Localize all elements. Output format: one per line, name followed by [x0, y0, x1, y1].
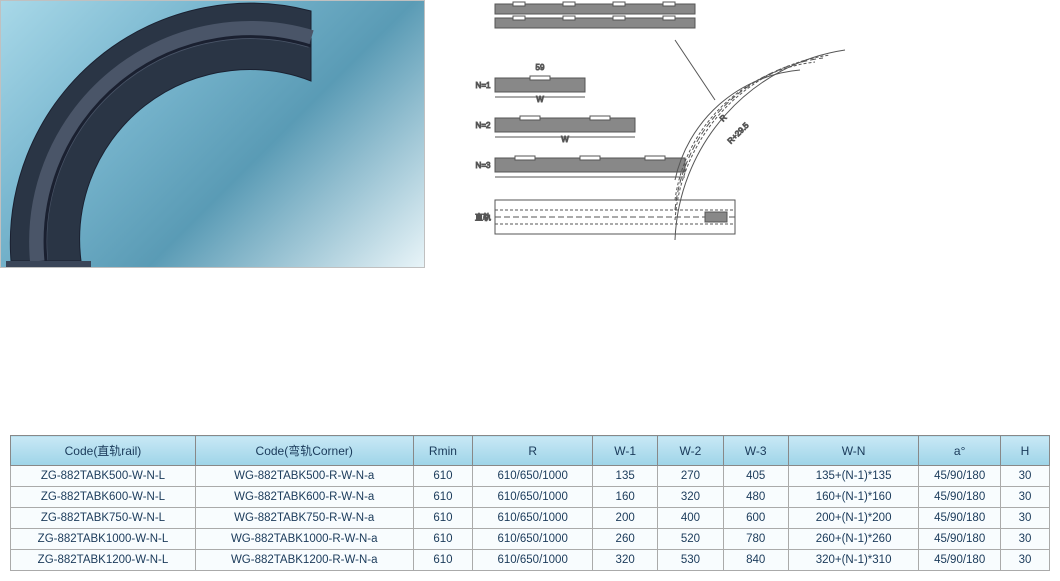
- th-w2: W-2: [658, 436, 723, 466]
- cell-rmin: 610: [413, 508, 473, 529]
- cell-wn: 160+(N-1)*160: [788, 487, 919, 508]
- cell-w3: 480: [723, 487, 788, 508]
- cell-r: 610/650/1000: [473, 487, 593, 508]
- label-59a: 59: [536, 63, 545, 72]
- th-w1: W-1: [593, 436, 658, 466]
- cell-h: 30: [1000, 508, 1049, 529]
- cell-w1: 135: [593, 466, 658, 487]
- label-n2: N=2: [476, 121, 491, 130]
- cell-w1: 200: [593, 508, 658, 529]
- cell-rmin: 610: [413, 550, 473, 571]
- cell-w2: 320: [658, 487, 723, 508]
- cell-wn: 320+(N-1)*310: [788, 550, 919, 571]
- cell-w1: 160: [593, 487, 658, 508]
- spec-table: Code(直轨rail) Code(弯轨Corner) Rmin R W-1 W…: [10, 435, 1050, 571]
- label-r295: R+29.5: [726, 120, 751, 145]
- table-body: ZG-882TABK500-W-N-L WG-882TABK500-R-W-N-…: [11, 466, 1050, 571]
- cell-h: 30: [1000, 487, 1049, 508]
- th-rmin: Rmin: [413, 436, 473, 466]
- cell-code-rail: ZG-882TABK750-W-N-L: [11, 508, 196, 529]
- cell-w2: 530: [658, 550, 723, 571]
- technical-diagram: N=1 W 59 N=2 W: [465, 0, 885, 268]
- cell-w2: 400: [658, 508, 723, 529]
- cell-a: 45/90/180: [919, 550, 1001, 571]
- cell-code-corner: WG-882TABK750-R-W-N-a: [195, 508, 413, 529]
- th-wn: W-N: [788, 436, 919, 466]
- th-h: H: [1000, 436, 1049, 466]
- cell-wn: 260+(N-1)*260: [788, 529, 919, 550]
- cell-a: 45/90/180: [919, 466, 1001, 487]
- label-w1: W: [536, 95, 544, 104]
- curved-rail-svg: [0, 0, 351, 268]
- cell-h: 30: [1000, 550, 1049, 571]
- label-rail: 直轨: [475, 212, 491, 222]
- label-n1: N=1: [476, 81, 491, 90]
- cell-w1: 320: [593, 550, 658, 571]
- cell-w1: 260: [593, 529, 658, 550]
- table-header-row: Code(直轨rail) Code(弯轨Corner) Rmin R W-1 W…: [11, 436, 1050, 466]
- cell-w3: 405: [723, 466, 788, 487]
- table-row: ZG-882TABK600-W-N-L WG-882TABK600-R-W-N-…: [11, 487, 1050, 508]
- cell-a: 45/90/180: [919, 508, 1001, 529]
- cell-code-corner: WG-882TABK500-R-W-N-a: [195, 466, 413, 487]
- cell-rmin: 610: [413, 466, 473, 487]
- cell-a: 45/90/180: [919, 487, 1001, 508]
- cell-a: 45/90/180: [919, 529, 1001, 550]
- cell-code-corner: WG-882TABK1200-R-W-N-a: [195, 550, 413, 571]
- table-row: ZG-882TABK500-W-N-L WG-882TABK500-R-W-N-…: [11, 466, 1050, 487]
- cell-code-rail: ZG-882TABK600-W-N-L: [11, 487, 196, 508]
- cell-r: 610/650/1000: [473, 508, 593, 529]
- cell-code-rail: ZG-882TABK1200-W-N-L: [11, 550, 196, 571]
- table-row: ZG-882TABK750-W-N-L WG-882TABK750-R-W-N-…: [11, 508, 1050, 529]
- th-code-corner: Code(弯轨Corner): [195, 436, 413, 466]
- cell-wn: 135+(N-1)*135: [788, 466, 919, 487]
- th-r: R: [473, 436, 593, 466]
- label-w2: W: [561, 135, 569, 144]
- cell-w3: 600: [723, 508, 788, 529]
- th-w3: W-3: [723, 436, 788, 466]
- cell-code-rail: ZG-882TABK1000-W-N-L: [11, 529, 196, 550]
- cell-code-corner: WG-882TABK1000-R-W-N-a: [195, 529, 413, 550]
- cell-r: 610/650/1000: [473, 550, 593, 571]
- th-a: a°: [919, 436, 1001, 466]
- diagram-svg: N=1 W 59 N=2 W: [465, 0, 885, 268]
- cell-r: 610/650/1000: [473, 466, 593, 487]
- cell-w3: 840: [723, 550, 788, 571]
- cell-h: 30: [1000, 466, 1049, 487]
- cell-w3: 780: [723, 529, 788, 550]
- cell-w2: 270: [658, 466, 723, 487]
- cell-wn: 200+(N-1)*200: [788, 508, 919, 529]
- table-row: ZG-882TABK1200-W-N-L WG-882TABK1200-R-W-…: [11, 550, 1050, 571]
- cell-rmin: 610: [413, 487, 473, 508]
- label-n3: N=3: [476, 161, 491, 170]
- cell-r: 610/650/1000: [473, 529, 593, 550]
- table-row: ZG-882TABK1000-W-N-L WG-882TABK1000-R-W-…: [11, 529, 1050, 550]
- cell-code-rail: ZG-882TABK500-W-N-L: [11, 466, 196, 487]
- cell-code-corner: WG-882TABK600-R-W-N-a: [195, 487, 413, 508]
- top-image-row: N=1 W 59 N=2 W: [0, 0, 1060, 268]
- th-code-rail: Code(直轨rail): [11, 436, 196, 466]
- cell-w2: 520: [658, 529, 723, 550]
- cell-rmin: 610: [413, 529, 473, 550]
- cell-h: 30: [1000, 529, 1049, 550]
- product-photo: [0, 0, 425, 268]
- spec-table-container: Code(直轨rail) Code(弯轨Corner) Rmin R W-1 W…: [10, 435, 1050, 571]
